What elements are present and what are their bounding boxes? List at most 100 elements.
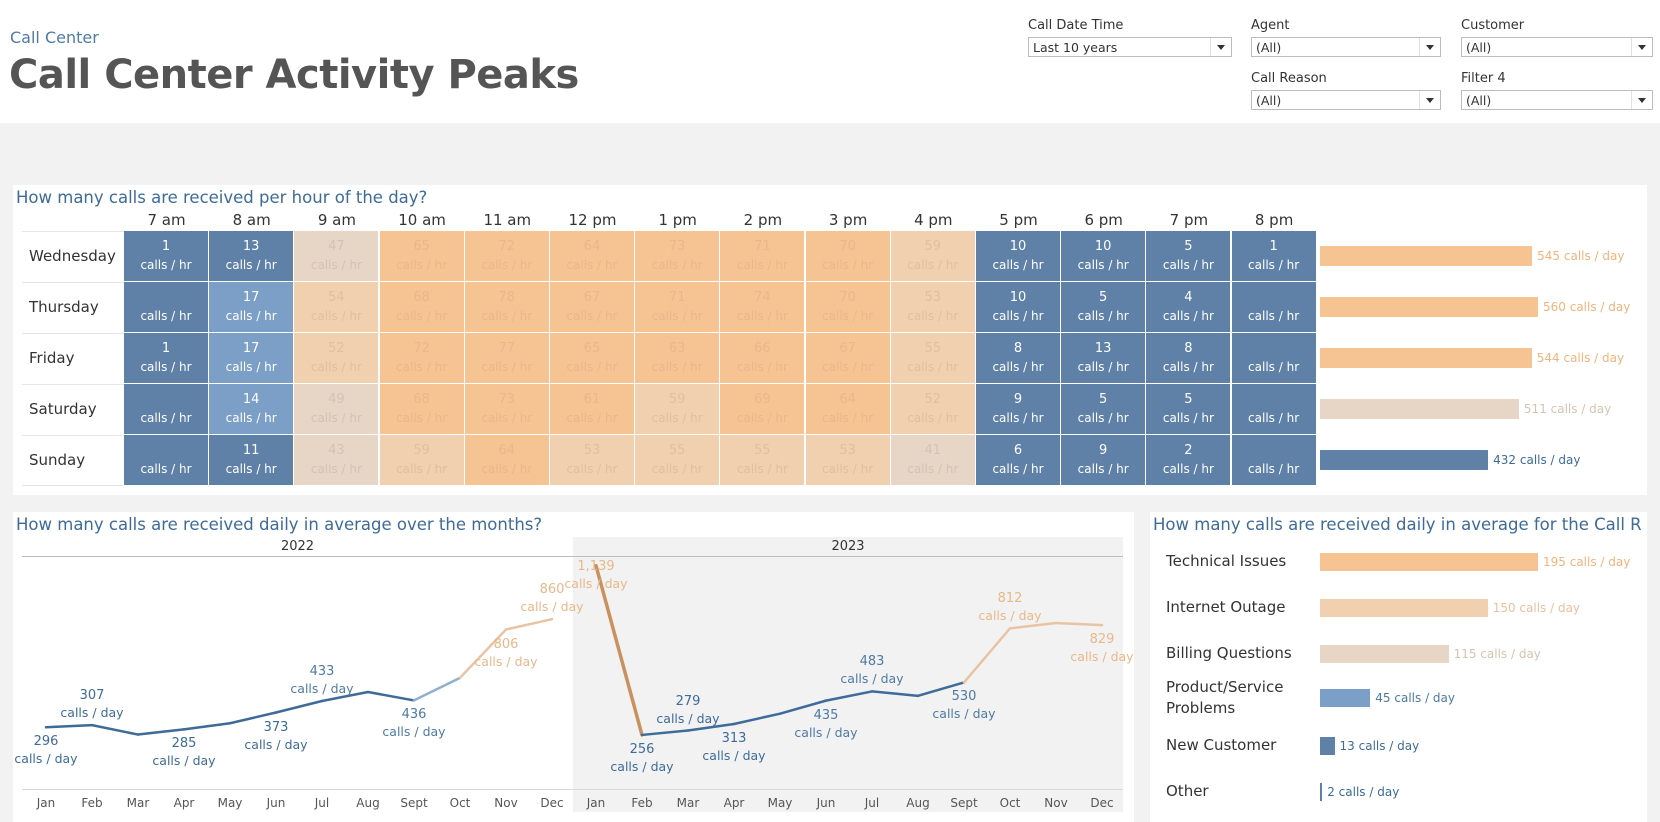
heatmap-cell: 1 calls / hr <box>1231 231 1316 281</box>
heatmap-cell: 8 calls / hr <box>976 333 1060 383</box>
heatmap-cell: 11 calls / hr <box>209 435 294 485</box>
cell-value: 53 <box>924 290 942 305</box>
cell-value: 53 <box>839 443 856 458</box>
filter-value: (All) <box>1256 40 1282 55</box>
data-label: 279 calls / day <box>648 693 728 727</box>
cell-unit: calls / hr <box>566 309 618 323</box>
data-label-unit: calls / day <box>656 710 720 726</box>
heatmap-cell: calls / hr <box>124 282 208 332</box>
cell-value: 54 <box>328 290 345 305</box>
breadcrumb[interactable]: Call Center <box>10 28 99 47</box>
cell-value: 67 <box>839 341 856 356</box>
cell-unit: calls / hr <box>736 360 788 374</box>
cell-value: 4 <box>1184 290 1193 305</box>
day-total-bar <box>1320 450 1489 470</box>
cell-unit: calls / hr <box>1248 258 1300 272</box>
hour-label: 3 pm <box>828 211 868 229</box>
day-label: Sunday <box>29 451 86 469</box>
filter-4-dropdown[interactable]: (All) <box>1461 90 1653 110</box>
cell-value: 67 <box>583 290 601 305</box>
cell-unit: calls / hr <box>140 360 192 374</box>
heatmap-cell: 1 calls / hr <box>124 231 208 281</box>
chevron-down-icon[interactable] <box>1631 38 1652 56</box>
filter-call-date-time-dropdown[interactable]: Last 10 years <box>1028 37 1232 57</box>
cell-value: 9 <box>1013 392 1023 407</box>
data-label-unit: calls / day <box>60 705 124 721</box>
month-tick-label: Jul <box>314 796 330 810</box>
reason-bar <box>1320 645 1449 663</box>
cell-unit: calls / hr <box>566 258 618 272</box>
cell-unit: calls / hr <box>396 360 448 374</box>
cell-unit: calls / hr <box>907 258 959 272</box>
hour-label: 8 am <box>232 211 271 229</box>
reason-bar <box>1320 689 1371 707</box>
filter-label: Call Reason <box>1251 71 1327 86</box>
cell-unit: calls / hr <box>907 462 959 476</box>
data-label-value: 860 <box>539 582 565 598</box>
cell-value: 43 <box>328 443 345 458</box>
filter-call-date-time: Call Date Time Last 10 years <box>1028 18 1232 57</box>
cell-unit: calls / hr <box>566 411 618 425</box>
cell-unit: calls / hr <box>992 411 1044 425</box>
cell-unit: calls / hr <box>481 411 533 425</box>
filter-customer-dropdown[interactable]: (All) <box>1461 37 1653 57</box>
day-total-label: 544 calls / day <box>1536 351 1625 365</box>
cell-value: 5 <box>1099 392 1108 407</box>
cell-value: 64 <box>583 239 601 254</box>
cell-unit: calls / hr <box>907 411 959 425</box>
data-label-value: 483 <box>859 654 885 670</box>
heatmap-cell: 67 calls / hr <box>550 282 634 332</box>
month-tick-label: Jan <box>36 796 56 810</box>
data-label-value: 256 <box>629 741 655 757</box>
cell-unit: calls / hr <box>822 360 874 374</box>
cell-value: 55 <box>754 443 771 458</box>
chevron-down-icon[interactable] <box>1419 38 1440 56</box>
data-label-value: 829 <box>1089 632 1115 648</box>
data-label-value: 433 <box>309 664 335 679</box>
chevron-down-icon[interactable] <box>1419 91 1440 109</box>
heatmap-cell: 70 calls / hr <box>805 282 890 332</box>
data-label-value: 307 <box>79 688 105 704</box>
cell-value: 59 <box>668 392 686 407</box>
filter-value: Last 10 years <box>1033 40 1118 55</box>
data-label: 812 calls / day <box>970 590 1050 624</box>
heatmap-cell: calls / hr <box>1231 282 1316 332</box>
cell-value: 49 <box>328 392 345 407</box>
chevron-down-icon[interactable] <box>1631 91 1652 109</box>
heatmap-cell: 5 calls / hr <box>1146 384 1231 434</box>
cell-value: 52 <box>328 341 345 356</box>
day-total-bar <box>1320 246 1533 266</box>
month-tick-label: Feb <box>631 796 653 810</box>
filter-label: Call Date Time <box>1028 18 1124 33</box>
data-label: 1,139 calls / day <box>556 558 636 592</box>
data-label-unit: calls / day <box>14 751 78 767</box>
cell-value: 72 <box>413 341 430 356</box>
filter-customer: Customer (All) <box>1461 18 1653 57</box>
cell-unit: calls / hr <box>1162 360 1214 374</box>
cell-value: 72 <box>498 239 516 254</box>
cell-unit: calls / hr <box>736 258 788 272</box>
cell-unit: calls / hr <box>651 462 703 476</box>
heatmap-cell: 69 calls / hr <box>720 384 805 434</box>
chevron-down-icon[interactable] <box>1210 38 1231 56</box>
cell-value: 47 <box>328 239 345 254</box>
cell-value: 1 <box>161 341 171 356</box>
heatmap-cell: 64 calls / hr <box>805 384 890 434</box>
month-tick-label: Sept <box>400 796 428 810</box>
day-total-bar <box>1320 297 1538 317</box>
heatmap-cell: 55 calls / hr <box>635 435 720 485</box>
hour-label: 2 pm <box>743 211 783 229</box>
reasons-panel-title: How many calls are received daily in ave… <box>1153 515 1642 534</box>
filter-label: Customer <box>1461 18 1525 33</box>
row-divider <box>22 282 124 283</box>
filter-agent-dropdown[interactable]: (All) <box>1251 37 1441 57</box>
heatmap-cell: calls / hr <box>124 384 208 434</box>
heatmap-cell: 47 calls / hr <box>294 231 379 281</box>
cell-unit: calls / hr <box>992 360 1044 374</box>
filter-call-reason-dropdown[interactable]: (All) <box>1251 90 1441 110</box>
cell-unit: calls / hr <box>736 309 788 323</box>
reason-label: Product/Service Problems <box>1166 678 1284 717</box>
heatmap-cell: 4 calls / hr <box>1146 282 1231 332</box>
cell-unit: calls / hr <box>1248 462 1300 476</box>
heatmap-cell: 53 calls / hr <box>805 435 890 485</box>
